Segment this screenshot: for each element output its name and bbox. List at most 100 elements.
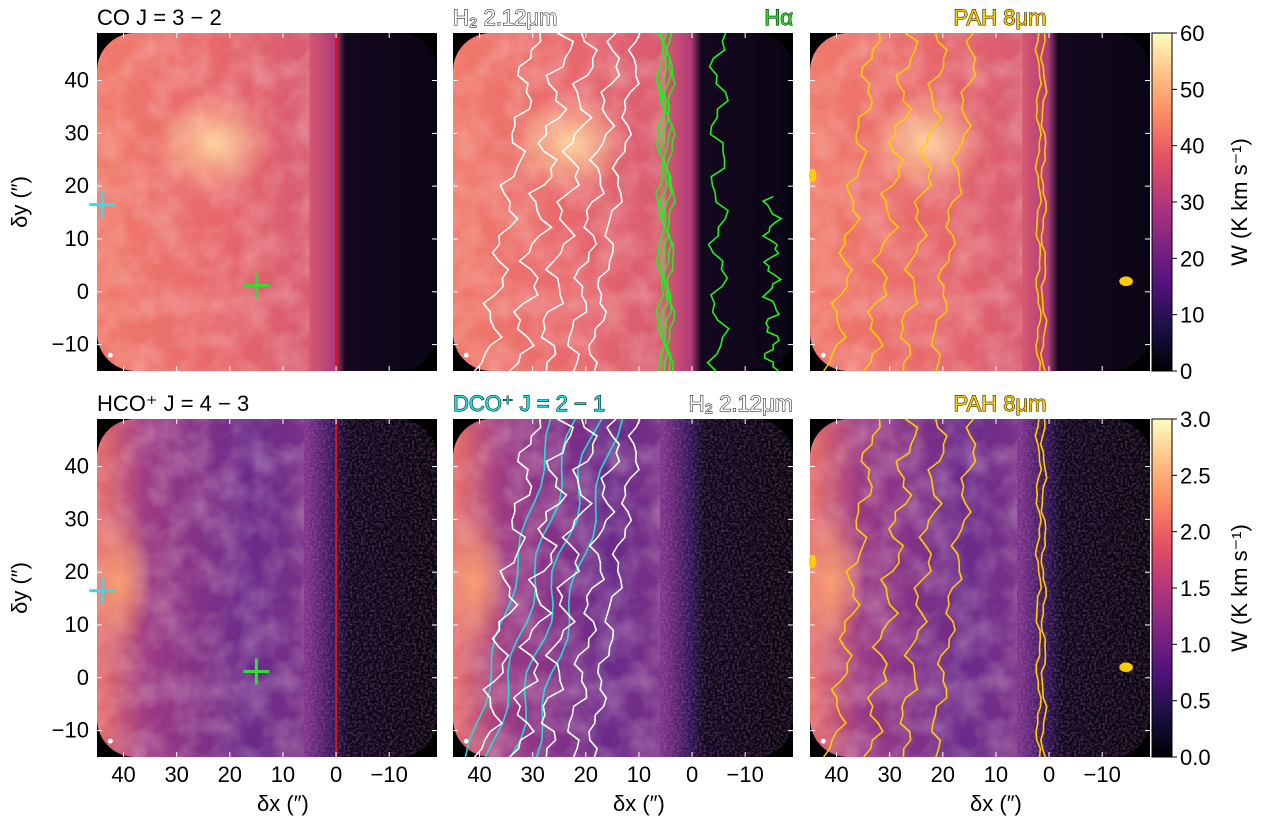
- map-peak: [453, 512, 509, 653]
- h2-contour: [566, 418, 621, 758]
- halpha-contour: [706, 32, 730, 372]
- map-peak: [97, 512, 153, 653]
- panel-h2a: H₂ 2.12μm Hα: [453, 5, 794, 372]
- tick-marks: [453, 33, 793, 371]
- halpha-green-contours: [654, 32, 783, 372]
- tick-marks: [810, 419, 1150, 757]
- x-tick-label: 10: [627, 762, 651, 787]
- colorbar-2: 0.0 0.5 1.0 1.5 2.0 2.5 3.0 W (K km s⁻¹): [1151, 407, 1252, 770]
- map-image: [97, 33, 437, 371]
- panel-pahb: PAH 8μm 40 30 20 10 0 −10 δx (″): [808, 391, 1150, 816]
- position-marker-1: [89, 191, 116, 218]
- x-tick-label: 30: [877, 762, 901, 787]
- h2-contour: [509, 418, 575, 758]
- y-tick-label: 30: [65, 120, 89, 145]
- map-peak: [153, 93, 274, 194]
- panel-dco: DCO⁺ J = 2 − 1 H₂ 2.12μm 40 30 20 10 0 −10 δx (″…: [453, 391, 794, 817]
- x-tick-label: 10: [984, 762, 1008, 787]
- tick-marks: [453, 419, 793, 757]
- x-tick-label: 40: [467, 762, 491, 787]
- colorbar-label: W (K km s⁻¹): [1227, 524, 1252, 652]
- dco-contour: [464, 418, 552, 758]
- halpha-contour: [654, 32, 666, 372]
- position-marker-2: [243, 272, 270, 299]
- position-marker-1: [89, 577, 116, 604]
- y-axis-label: δy (″): [7, 562, 32, 614]
- map-image: [810, 33, 1150, 371]
- x-axis-label: δx (″): [970, 791, 1022, 816]
- h2-white-contours: [473, 418, 641, 758]
- beam-marker: [463, 352, 469, 358]
- map-image: [453, 419, 793, 757]
- y-tick-label: 20: [65, 559, 89, 584]
- map-noise: [1017, 419, 1150, 757]
- y-tick-label: 20: [65, 173, 89, 198]
- h2-contour: [588, 418, 641, 758]
- pah-contour: [1034, 32, 1043, 372]
- panel-paha: PAH 8μm: [808, 5, 1150, 372]
- map-texture: [810, 33, 1023, 371]
- x-tick-label: 40: [824, 762, 848, 787]
- colorbar-1: 0 10 20 30 40 50 60 W (K km s⁻¹): [1151, 21, 1252, 384]
- y-tick-label: −10: [52, 332, 89, 357]
- y-tick-label: −10: [52, 718, 89, 743]
- map-image: [97, 419, 437, 757]
- pah-contour: [930, 418, 977, 758]
- colorbar-tick-label: 3.0: [1180, 407, 1211, 432]
- x-tick-label: 20: [218, 762, 242, 787]
- pah-contour: [1039, 32, 1048, 372]
- map-image: [453, 33, 793, 371]
- x-tick-label: 0: [330, 762, 342, 787]
- pah-contour: [1039, 418, 1048, 758]
- tick-marks: [97, 33, 437, 371]
- map-texture: [97, 33, 310, 371]
- h2-contour: [540, 32, 599, 372]
- x-tick-label: 0: [1043, 762, 1055, 787]
- h2-contour: [566, 32, 621, 372]
- colorbar-tick-label: 0: [1180, 359, 1192, 384]
- pah-yellow-contours: [808, 32, 1133, 372]
- h2-contour: [540, 418, 599, 758]
- panel-hco: HCO⁺ J = 4 − 3 40 30 20 10 0 −10 δy (″) 40 30 20 10…: [7, 391, 437, 816]
- x-tick-label: −10: [1084, 762, 1121, 787]
- x-tick-label: 20: [931, 762, 955, 787]
- halpha-contour: [658, 32, 670, 372]
- dco-cyan-contours: [464, 418, 624, 758]
- halpha-contour: [662, 32, 674, 372]
- colorbar-tick-label: 2.0: [1180, 520, 1211, 545]
- colorbar-tick-label: 20: [1180, 246, 1204, 271]
- y-tick-label: 10: [65, 226, 89, 251]
- x-axis-label: δx (″): [613, 791, 665, 816]
- colorbar-tick-label: 60: [1180, 21, 1204, 46]
- position-marker-2: [243, 658, 270, 685]
- colorbar-tick-label: 50: [1180, 77, 1204, 102]
- pah-contour: [899, 32, 948, 372]
- halpha-contour: [761, 195, 783, 372]
- beam-marker: [820, 352, 826, 358]
- colorbar-tick-label: 10: [1180, 303, 1204, 328]
- x-tick-label: 30: [520, 762, 544, 787]
- map-image: [810, 419, 1150, 757]
- colorbar-label: W (K km s⁻¹): [1227, 138, 1252, 266]
- colorbar-tick-label: 30: [1180, 190, 1204, 215]
- colorbar-tick-label: 2.5: [1180, 463, 1211, 488]
- pah-contour: [823, 32, 881, 372]
- x-tick-label: 30: [164, 762, 188, 787]
- halpha-contour: [665, 32, 676, 372]
- colorbar-scale: [1151, 32, 1173, 372]
- panel-title: H₂ 2.12μm: [453, 5, 557, 30]
- y-tick-label: 10: [65, 612, 89, 637]
- dco-contour: [535, 418, 624, 758]
- h2-contour: [509, 32, 575, 372]
- panel-co: CO J = 3 − 2 40 30 20 10 0 −10 δy (″): [7, 5, 437, 371]
- panel-title: HCO⁺ J = 4 − 3: [97, 391, 249, 416]
- map-texture: [453, 33, 666, 371]
- colorbar-tick-label: 1.0: [1180, 632, 1211, 657]
- pah-contour: [1034, 418, 1043, 758]
- panel-title: PAH 8μm: [954, 391, 1047, 416]
- x-tick-label: 10: [271, 762, 295, 787]
- pah-contour: [863, 418, 919, 758]
- y-tick-label: 0: [77, 279, 89, 304]
- panel-title: CO J = 3 − 2: [97, 5, 222, 30]
